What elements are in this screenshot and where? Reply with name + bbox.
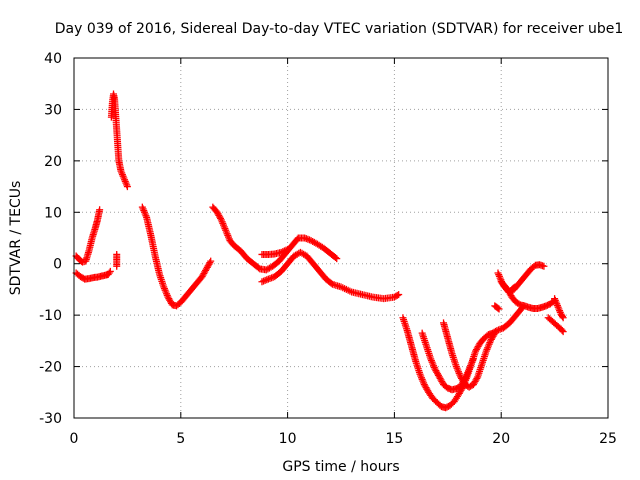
data-points [72, 90, 567, 412]
data-point [473, 374, 481, 382]
data-point [559, 328, 567, 336]
data-point [113, 250, 121, 258]
series-arc-16 [544, 314, 567, 336]
data-point [495, 305, 503, 313]
plot-frame [73, 57, 609, 419]
data-point [207, 257, 215, 265]
data-point [333, 255, 341, 263]
data-point [279, 248, 287, 256]
data-point [559, 314, 567, 322]
series-arc-2 [72, 206, 104, 266]
series-arc-6 [209, 203, 341, 274]
x-tick-label: 10 [279, 431, 297, 447]
x-tick-label: 20 [492, 431, 510, 447]
data-point [393, 291, 401, 299]
data-point [469, 355, 477, 363]
y-tick-label: 0 [53, 257, 62, 273]
series-arc-1 [72, 267, 114, 283]
series-arc-9 [399, 303, 527, 412]
series-arc-15 [551, 295, 567, 322]
data-point [105, 269, 113, 277]
y-tick-label: 20 [44, 154, 62, 170]
x-tick-label: 15 [385, 431, 403, 447]
data-point [284, 245, 292, 253]
data-point [277, 248, 285, 256]
data-point [558, 326, 566, 334]
x-tick-label: 25 [599, 431, 617, 447]
data-point [491, 329, 499, 337]
y-tick-label: 40 [44, 51, 62, 67]
data-point [206, 259, 214, 267]
y-tick-label: 30 [44, 102, 62, 118]
data-point [395, 291, 403, 299]
data-point [280, 247, 288, 255]
y-axis-label: SDTVAR / TECUs [8, 181, 24, 296]
y-tick-label: -20 [39, 360, 62, 376]
series-arc-7 [258, 248, 403, 303]
data-point [217, 214, 225, 222]
series-arc-10 [418, 329, 477, 394]
data-point [540, 262, 548, 270]
grid [74, 58, 608, 418]
y-tick-label: -10 [39, 308, 62, 324]
series-arc-17 [491, 302, 503, 313]
data-point [96, 206, 104, 214]
data-point [331, 254, 339, 262]
y-tick-label: 10 [44, 205, 62, 221]
chart-title: Day 039 of 2016, Sidereal Day-to-day VTE… [55, 21, 624, 37]
x-axis-label: GPS time / hours [282, 459, 399, 475]
series-arc-4 [113, 250, 121, 270]
data-point [123, 183, 131, 191]
x-tick-label: 5 [176, 431, 185, 447]
data-point [327, 279, 335, 287]
data-point [106, 267, 114, 275]
data-point [494, 304, 502, 312]
series-arc-8 [258, 245, 292, 258]
x-tick-label: 0 [70, 431, 79, 447]
data-point [558, 313, 566, 321]
series-arc-11 [440, 319, 499, 391]
series-arc-3 [107, 90, 131, 191]
series-arc-5 [138, 203, 215, 310]
axis-ticks: 0 5 10 15 20 25 -30 -20 -10 0 10 20 30 40 [39, 51, 617, 447]
data-point [282, 246, 290, 254]
y-tick-label: -30 [39, 411, 62, 427]
data-point [490, 331, 498, 339]
